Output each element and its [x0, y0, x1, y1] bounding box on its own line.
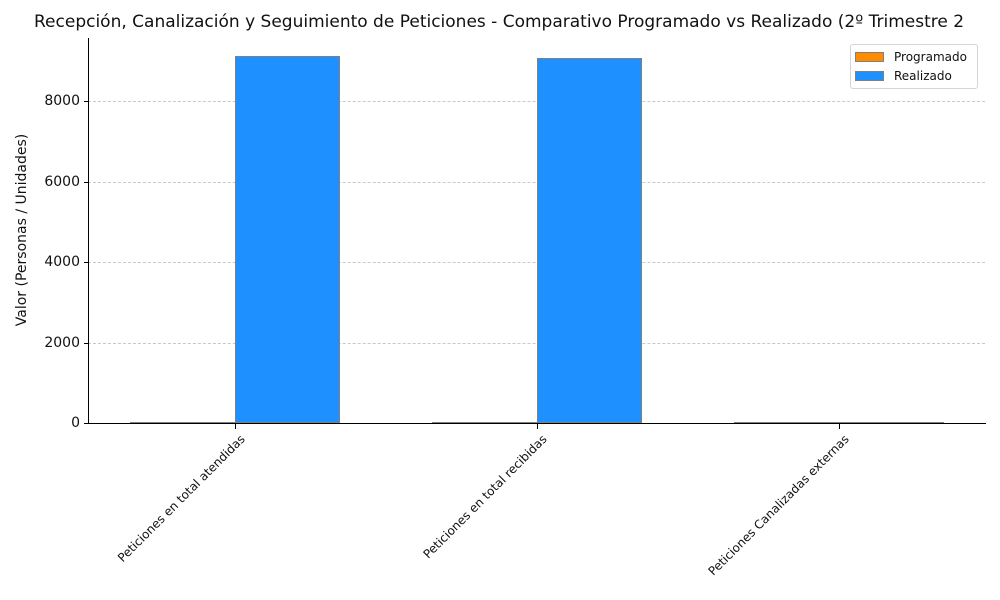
chart-title: Recepción, Canalización y Seguimiento de…	[34, 12, 965, 32]
y-tick	[84, 182, 88, 183]
y-tick	[84, 343, 88, 344]
y-tick	[84, 262, 88, 263]
x-tick-label: Peticiones en total recibidas	[420, 432, 550, 562]
gridline	[88, 101, 985, 102]
y-tick	[84, 423, 88, 424]
legend-swatch-realizado	[855, 71, 884, 81]
gridline	[88, 182, 985, 183]
x-axis-line	[88, 423, 986, 424]
y-tick-label: 4000	[44, 254, 80, 270]
bar-realizado	[537, 57, 642, 423]
y-tick-label: 0	[71, 415, 80, 431]
y-tick	[84, 101, 88, 102]
legend-swatch-programado	[855, 52, 884, 62]
legend-item-programado: Programado	[855, 50, 967, 64]
x-tick-label: Peticiones en total atendidas	[115, 432, 248, 565]
bar-realizado	[235, 55, 340, 423]
gridline	[88, 343, 985, 344]
gridline	[88, 262, 985, 263]
x-tick	[839, 424, 840, 429]
y-tick-label: 6000	[44, 174, 80, 190]
legend: Programado Realizado	[850, 44, 978, 89]
x-tick	[537, 424, 538, 429]
x-tick	[235, 424, 236, 429]
x-tick-label: Peticiones Canalizadas externas	[705, 432, 852, 579]
legend-item-realizado: Realizado	[855, 69, 952, 83]
legend-label: Realizado	[894, 69, 952, 83]
y-axis-line	[88, 38, 89, 424]
y-tick-label: 8000	[44, 93, 80, 109]
legend-label: Programado	[894, 50, 967, 64]
y-axis-label: Valor (Personas / Unidades)	[14, 133, 30, 327]
y-tick-label: 2000	[44, 335, 80, 351]
